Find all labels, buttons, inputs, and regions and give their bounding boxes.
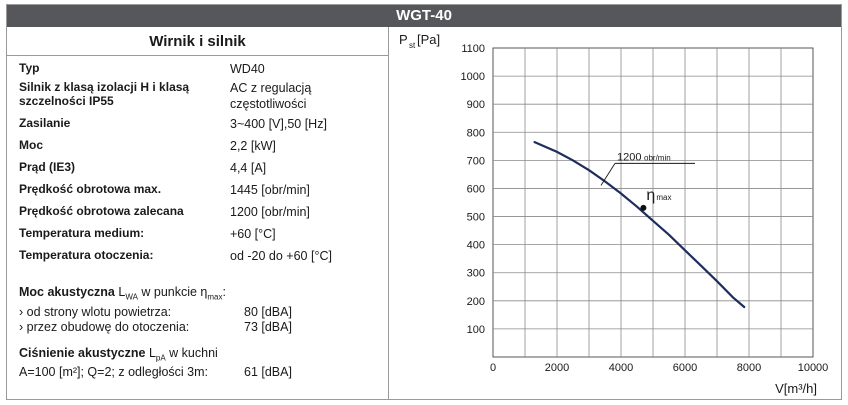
acoustic-power-colon: : [222, 285, 226, 299]
spec-row: Silnik z klasą izolacji H i klasą szczel… [19, 79, 379, 115]
spec-row: Moc 2,2 [kW] [19, 137, 379, 159]
spec-value: +60 [°C] [230, 227, 276, 241]
title-divider [7, 55, 388, 56]
spec-value: 1200 [obr/min] [230, 205, 310, 219]
y-tick-label: 500 [467, 212, 485, 224]
y-tick-label: 1000 [461, 71, 485, 83]
rpm-leader-line [600, 163, 616, 186]
chart-panel: 100 200 300 400 500 600 700 800 900 1000 1100 0 2000… [389, 27, 841, 399]
acoustic-pressure-condition: w kuchni [165, 345, 218, 360]
y-axis-label-unit: [Pa] [417, 32, 440, 47]
spec-row: Temperatura medium: +60 [°C] [19, 225, 379, 247]
y-tick-label: 900 [467, 99, 485, 111]
acoustic-pressure-title: Ciśnienie akustyczne LpA w kuchni [19, 346, 379, 366]
y-tick-label: 1100 [461, 43, 485, 55]
series-line [533, 141, 746, 309]
x-tick-label: 0 [490, 362, 496, 374]
casing-value: 73 [dBA] [244, 319, 292, 334]
spec-row: Prędkość obrotowa zalecana 1200 [obr/min] [19, 203, 379, 225]
spec-list: Typ WD40 Silnik z klasą izolacji H i klasą… [19, 57, 379, 269]
spec-label: Prąd (IE3) [19, 160, 76, 174]
product-title: WGT-40 [7, 5, 841, 27]
acoustic-pressure-label: Ciśnienie akustyczne [19, 345, 146, 360]
eta-max-label-sub: max [656, 193, 671, 202]
y-tick-label: 100 [467, 324, 485, 336]
eta-max-marker [640, 204, 647, 211]
inlet-value: 80 [dBA] [244, 304, 292, 319]
fan-curve-chart: 100 200 300 400 500 600 700 800 900 1000 1100 0 2000… [399, 32, 829, 396]
x-tick-label: 6000 [673, 362, 697, 374]
rpm-label: 1200 [617, 151, 641, 163]
spec-value: 1445 [obr/min] [230, 183, 310, 197]
spec-label: Typ [19, 61, 40, 75]
datasheet-panel: WGT-40 Wirnik i silnik Typ WD40 Silnik z k… [6, 4, 842, 400]
acoustic-power-condition: w punkcie η [137, 285, 208, 299]
spec-row: Typ WD40 [19, 57, 379, 79]
spec-value: 4,4 [A] [230, 161, 267, 175]
acoustic-pressure-symbol: L [148, 345, 156, 360]
spec-label: Temperatura otoczenia: [19, 248, 154, 262]
acoustic-power-title: Moc akustyczna LWA w punkcie ηmax: [19, 285, 379, 305]
eta-max-label: η [646, 187, 655, 204]
spec-value: 2,2 [kW] [230, 139, 276, 153]
y-axis-label-sub: st [409, 41, 416, 50]
acoustic-pressure-symbol-sub: pA [155, 353, 166, 362]
spec-value: od -20 do +60 [°C] [230, 249, 332, 263]
spec-label: Prędkość obrotowa max. [19, 182, 162, 196]
spec-label: Prędkość obrotowa zalecana [19, 204, 184, 218]
spec-value: 3~400 [V],50 [Hz] [230, 117, 327, 131]
spec-label: Moc [19, 138, 43, 152]
spec-label: Temperatura medium: [19, 226, 145, 240]
acoustic-section: Moc akustyczna LWA w punkcie ηmax: › od … [19, 285, 379, 380]
acoustic-power-condition-sub: max [207, 292, 223, 302]
x-tick-label: 10000 [798, 362, 829, 374]
acoustic-power-symbol-sub: WA [125, 292, 138, 302]
spec-row: Prędkość obrotowa max. 1445 [obr/min] [19, 181, 379, 203]
spec-label: Silnik z klasą izolacji H i klasą szczel… [19, 80, 190, 108]
y-tick-label: 300 [467, 268, 485, 280]
casing-label: › przez obudowę do otoczenia: [19, 319, 190, 334]
panel-divider [388, 27, 389, 399]
spec-label: Zasilanie [19, 116, 71, 130]
rpm-label-sub: obr/min [644, 153, 671, 162]
x-tick-label: 4000 [609, 362, 633, 374]
y-axis-label: P [399, 32, 408, 47]
y-tick-label: 200 [467, 296, 485, 308]
spec-value: AC z regulacją częstotliwości [230, 81, 312, 111]
spec-row: Prąd (IE3) 4,4 [A] [19, 159, 379, 181]
specs-title: Wirnik i silnik [149, 33, 246, 50]
pressure-condition-label: A=100 [m²]; Q=2; z odległości 3m: [19, 365, 208, 379]
x-axis-label: V[m³/h] [775, 381, 817, 396]
x-tick-label: 2000 [545, 362, 569, 374]
y-tick-label: 600 [467, 183, 485, 195]
acoustic-power-row-casing: › przez obudowę do otoczenia: 73 [dBA] [19, 320, 379, 335]
spec-row: Zasilanie 3~400 [V],50 [Hz] [19, 115, 379, 137]
specs-panel: Wirnik i silnik Typ WD40 Silnik z klasą iz… [7, 27, 388, 399]
y-tick-label: 700 [467, 155, 485, 167]
acoustic-power-row-inlet: › od strony wlotu powietrza: 80 [dBA] [19, 305, 379, 320]
pressure-value: 61 [dBA] [244, 365, 292, 379]
spec-value: WD40 [230, 62, 265, 76]
acoustic-pressure-row: A=100 [m²]; Q=2; z odległości 3m: 61 [dB… [19, 365, 379, 380]
x-tick-label: 8000 [737, 362, 761, 374]
y-tick-label: 400 [467, 240, 485, 252]
y-tick-label: 800 [467, 127, 485, 139]
inlet-label: › od strony wlotu powietrza: [19, 304, 172, 319]
acoustic-power-symbol: L [118, 285, 126, 299]
spec-row: Temperatura otoczenia: od -20 do +60 [°C] [19, 247, 379, 269]
acoustic-power-label: Moc akustyczna [19, 285, 115, 299]
